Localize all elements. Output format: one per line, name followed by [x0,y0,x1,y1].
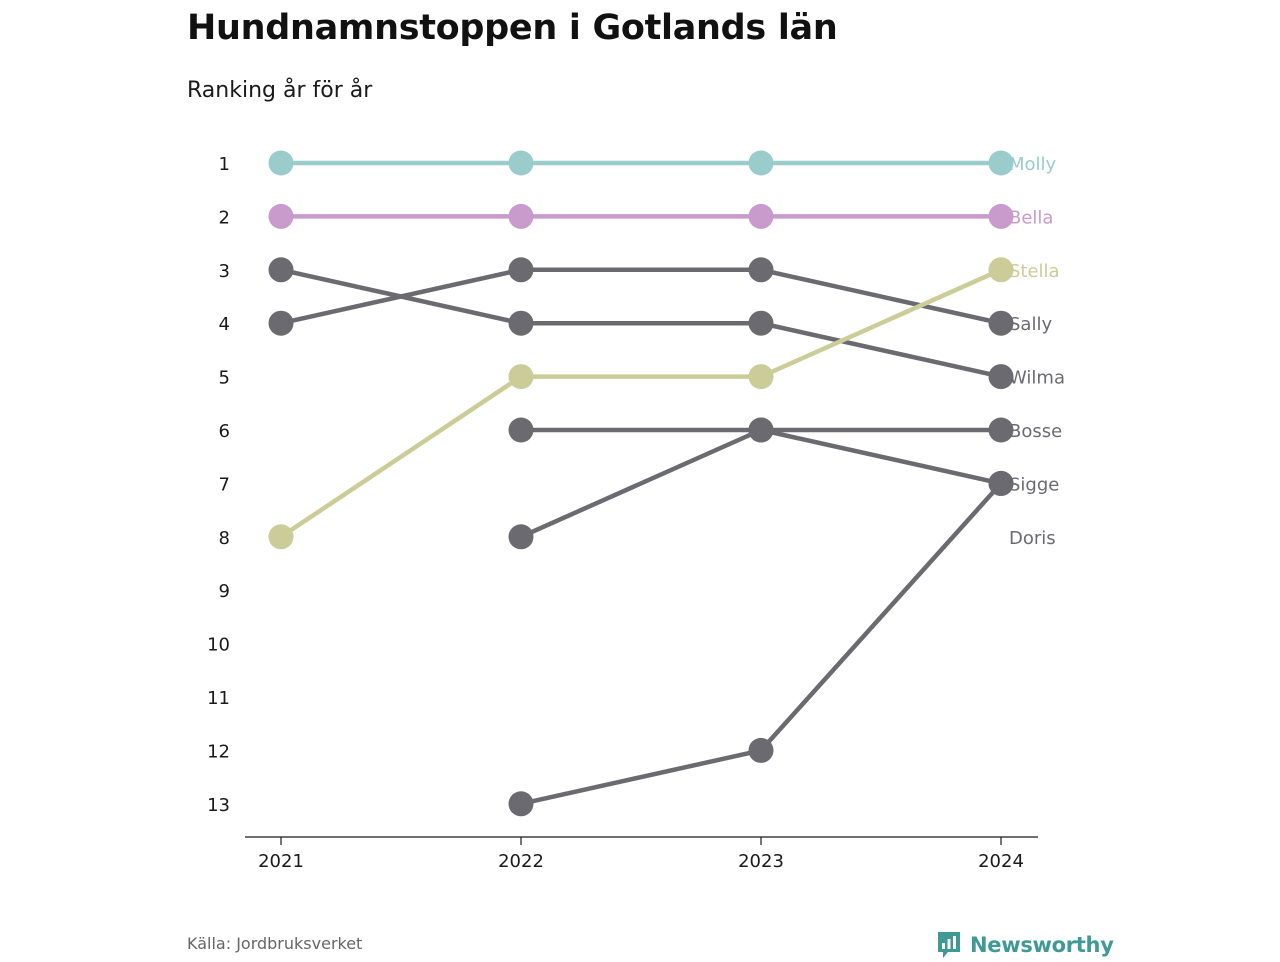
series-label-sally: Sally [1009,314,1052,335]
data-point-molly [988,150,1014,176]
y-tick-label: 5 [219,368,230,389]
x-tick-label: 2022 [498,851,544,872]
data-point-wilma [988,364,1014,390]
data-point-doris [508,791,534,817]
data-point-sally [508,257,534,283]
x-tick-label: 2021 [258,851,304,872]
data-point-sally [748,257,774,283]
brand-logo[interactable]: Newsworthy [936,928,1114,962]
data-point-bella [268,203,294,229]
y-tick-label: 1 [219,154,230,175]
y-tick-label: 8 [219,528,230,549]
series-label-doris: Doris [1009,528,1056,549]
y-tick-label: 6 [219,421,230,442]
data-point-wilma [268,257,294,283]
y-tick-label: 7 [219,474,230,495]
data-point-bosse [988,417,1014,443]
y-tick-label: 12 [207,741,230,762]
series-label-molly: Molly [1009,154,1057,175]
source-note: Källa: Jordbruksverket [187,934,363,953]
data-point-stella [748,364,774,390]
y-tick-label: 10 [207,635,230,656]
data-point-molly [508,150,534,176]
data-point-stella [988,257,1014,283]
series-label-bella: Bella [1009,207,1053,228]
data-point-bella [508,203,534,229]
data-point-doris [988,470,1014,496]
chart-title: Hundnamnstoppen i Gotlands län [187,8,838,48]
y-tick-label: 4 [219,314,230,335]
y-tick-label: 11 [207,688,230,709]
brand-name: Newsworthy [970,933,1114,957]
series-label-wilma: Wilma [1009,368,1065,389]
chart-subtitle: Ranking år för år [187,78,373,103]
newsworthy-logo-icon [938,932,960,958]
series-line-sally [278,267,1004,326]
y-tick-label: 13 [207,795,230,816]
series-label-stella: Stella [1009,261,1060,282]
y-tick-label: 3 [219,261,230,282]
y-tick-label: 2 [219,207,230,228]
data-point-bosse [508,417,534,443]
series-label-sigge: Sigge [1009,474,1059,495]
data-point-doris [748,737,774,763]
data-point-sally [268,310,294,336]
x-tick-label: 2023 [738,851,784,872]
data-point-stella [268,524,294,550]
data-point-stella [508,364,534,390]
data-point-sigge [748,417,774,443]
data-point-sigge [508,524,534,550]
series-line-wilma [278,267,1004,379]
data-point-bella [748,203,774,229]
series-line-sigge [518,427,1004,540]
data-point-sally [988,310,1014,336]
data-point-molly [268,150,294,176]
data-point-molly [748,150,774,176]
x-tick-label: 2024 [978,851,1024,872]
data-point-bella [988,203,1014,229]
series-label-bosse: Bosse [1009,421,1062,442]
data-point-wilma [748,310,774,336]
series-line-stella [278,267,1004,540]
data-point-wilma [508,310,534,336]
y-tick-label: 9 [219,581,230,602]
